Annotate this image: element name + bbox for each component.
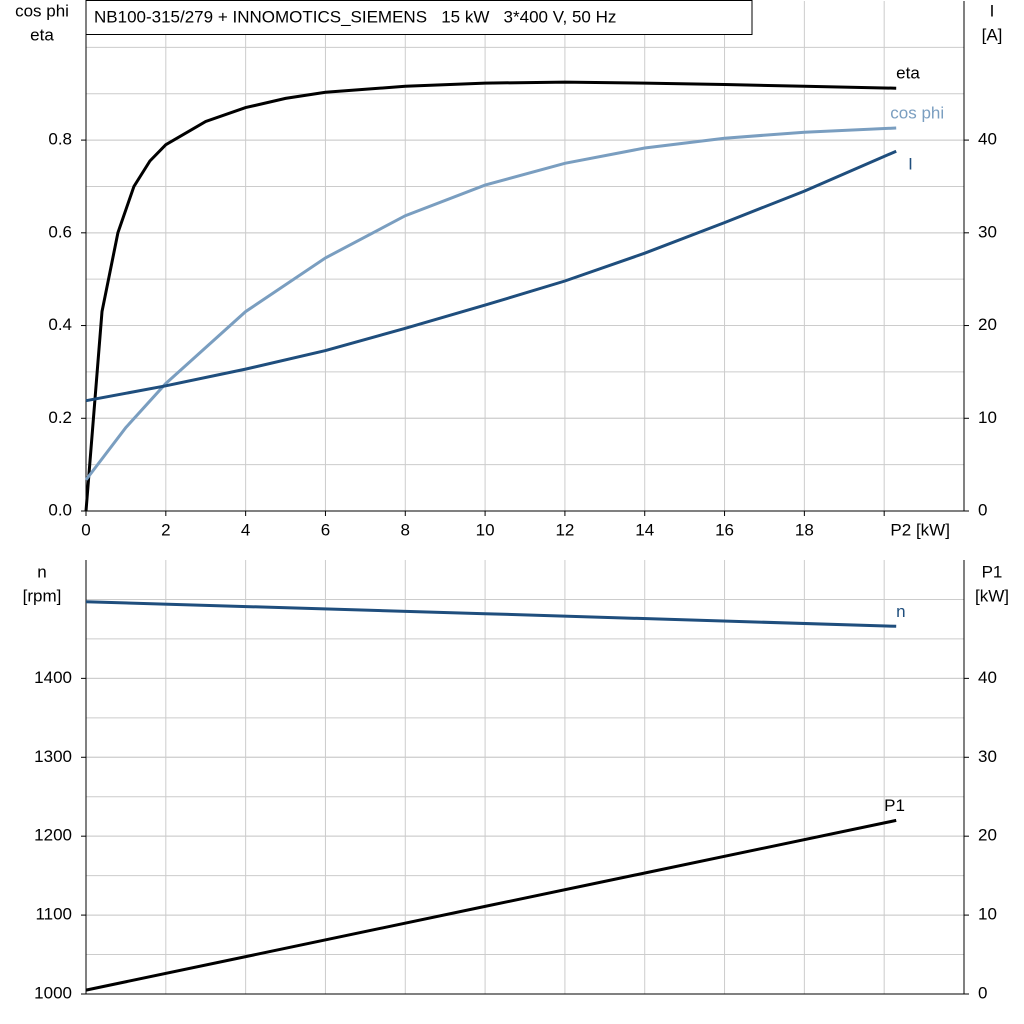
y-tick-label: 1300 — [34, 747, 72, 766]
y-axis-title: cos phi — [15, 1, 69, 20]
y2-tick-label: 20 — [978, 315, 997, 334]
y-tick-label: 1100 — [35, 905, 72, 924]
y2-tick-label: 30 — [978, 222, 997, 241]
y2-tick-label: 0 — [978, 983, 987, 1002]
series-label: I — [908, 155, 913, 174]
series-label: eta — [896, 64, 920, 83]
y-axis-title: [rpm] — [23, 586, 62, 605]
series-label: cos phi — [890, 104, 944, 123]
y2-axis-title: P1 — [982, 562, 1003, 581]
chart-title: NB100-315/279 + INNOMOTICS_SIEMENS 15 kW… — [94, 7, 616, 26]
title-box — [85, 0, 753, 35]
x-tick-label: 4 — [241, 520, 250, 539]
y2-tick-label: 20 — [978, 826, 997, 845]
y2-tick-label: 30 — [978, 747, 997, 766]
y-tick-label: 1200 — [34, 826, 72, 845]
y2-tick-label: 10 — [978, 408, 997, 427]
y-tick-label: 1000 — [34, 983, 72, 1002]
x-tick-label: 18 — [795, 520, 814, 539]
series-line — [84, 80, 897, 512]
series-line — [85, 600, 897, 628]
y-tick-label: 1400 — [34, 668, 72, 687]
y2-tick-label: 10 — [978, 905, 997, 924]
x-tick-label: 14 — [635, 520, 654, 539]
series-label: P1 — [884, 796, 905, 815]
x-tick-label: 16 — [715, 520, 734, 539]
y-axis-title: eta — [30, 25, 54, 44]
y-axis-title: n — [37, 562, 46, 581]
x-tick-label: 6 — [321, 520, 330, 539]
x-tick-label: 8 — [401, 520, 410, 539]
y2-axis-title: [A] — [982, 25, 1003, 44]
x-tick-label: 2 — [161, 520, 170, 539]
y-tick-label: 0.0 — [48, 500, 72, 519]
series-line — [84, 126, 897, 481]
x-tick-label: 10 — [476, 520, 495, 539]
y-tick-label: 0.4 — [48, 315, 72, 334]
series-line — [85, 149, 897, 403]
x-tick-label: 0 — [81, 520, 90, 539]
y2-tick-label: 0 — [978, 500, 987, 519]
y2-tick-label: 40 — [978, 668, 997, 687]
series-line — [85, 818, 897, 992]
y2-axis-title: [kW] — [975, 586, 1009, 605]
y-tick-label: 0.8 — [48, 130, 72, 149]
x-tick-label: P2 [kW] — [890, 520, 950, 539]
y2-axis-title: I — [990, 1, 995, 20]
x-tick-label: 12 — [555, 520, 574, 539]
y-tick-label: 0.2 — [48, 408, 72, 427]
y-tick-label: 0.6 — [48, 222, 72, 241]
y2-tick-label: 40 — [978, 130, 997, 149]
series-label: n — [896, 602, 905, 621]
